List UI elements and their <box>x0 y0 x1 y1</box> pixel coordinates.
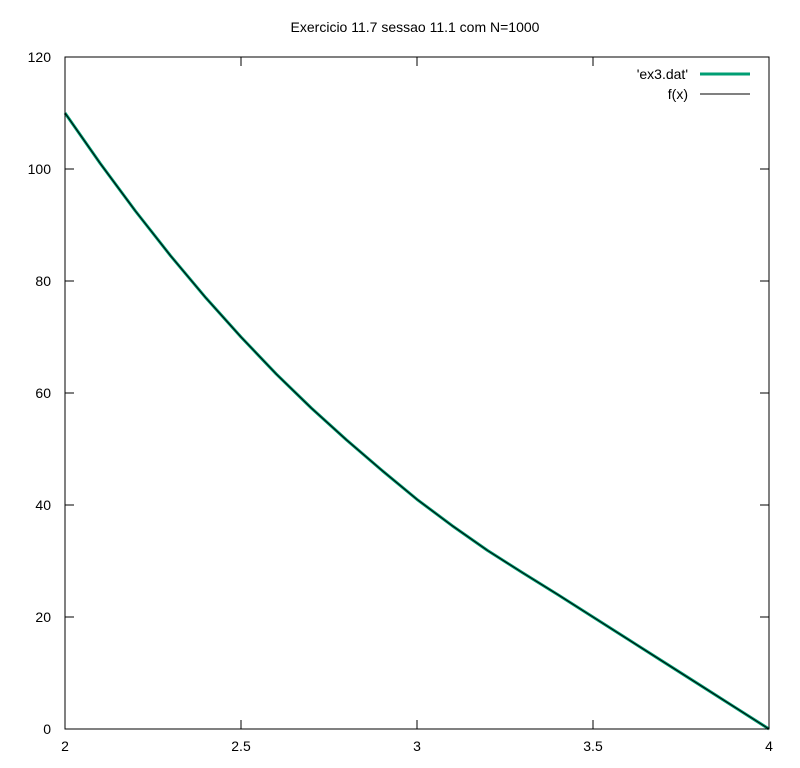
y-tick-label: 60 <box>35 385 51 401</box>
series-line-0 <box>63 112 770 731</box>
series-line-1 <box>64 112 770 730</box>
y-tick-label: 120 <box>28 49 52 65</box>
y-tick-label: 80 <box>35 273 51 289</box>
x-tick-label: 2.5 <box>231 738 251 754</box>
chart-title: Exercicio 11.7 sessao 11.1 com N=1000 <box>291 19 540 35</box>
legend-label: f(x) <box>668 86 688 102</box>
legend-label: 'ex3.dat' <box>637 66 688 82</box>
y-tick-label: 40 <box>35 497 51 513</box>
plot-border <box>64 56 770 730</box>
series-layer <box>63 112 770 731</box>
x-tick-label: 3 <box>413 738 421 754</box>
y-tick-label: 0 <box>43 721 51 737</box>
x-tick-label: 4 <box>765 738 773 754</box>
y-tick-label: 20 <box>35 609 51 625</box>
legend: 'ex3.dat' f(x) <box>637 66 750 102</box>
x-tick-label: 2 <box>61 738 69 754</box>
x-tick-label: 3.5 <box>583 738 603 754</box>
y-tick-label: 100 <box>28 161 52 177</box>
